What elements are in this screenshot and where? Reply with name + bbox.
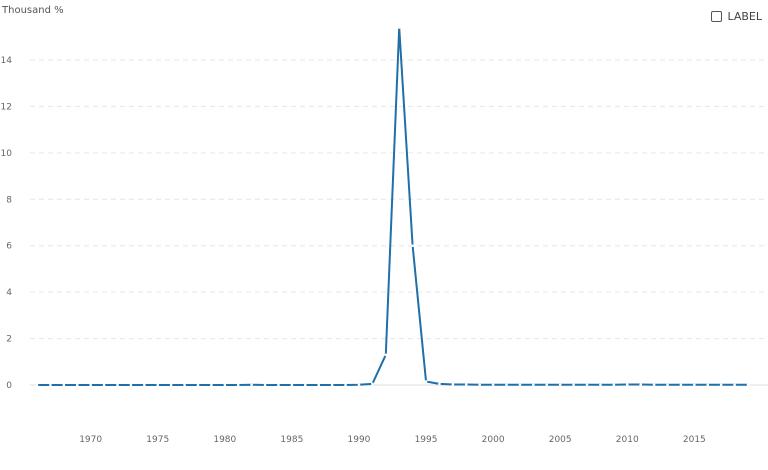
data-point[interactable] [518, 383, 522, 387]
x-tick-label: 1970 [79, 435, 102, 445]
data-point[interactable] [156, 383, 160, 387]
data-point[interactable] [210, 383, 213, 387]
data-point[interactable] [344, 383, 347, 387]
data-point[interactable] [532, 383, 535, 387]
data-point[interactable] [639, 383, 642, 386]
x-tick-labels: 1970 1975 1980 1985 1990 1995 2000 2005 2010 2015 [79, 435, 706, 445]
data-point[interactable] [612, 383, 616, 387]
data-point[interactable] [693, 383, 696, 387]
data-point[interactable] [411, 244, 414, 248]
label-checkbox[interactable] [711, 11, 723, 22]
data-point[interactable] [652, 383, 656, 387]
data-point[interactable] [545, 383, 549, 387]
y-tick-label: 12 [1, 102, 12, 112]
data-point[interactable] [129, 383, 133, 387]
data-point[interactable] [250, 383, 253, 387]
x-tick-label: 1975 [146, 435, 169, 445]
data-point[interactable] [599, 383, 602, 387]
data-point[interactable] [236, 383, 240, 387]
data-point[interactable] [625, 383, 629, 386]
data-point[interactable] [384, 353, 388, 357]
y-tick-labels: 0 2 4 6 8 10 12 14 [1, 56, 13, 391]
data-point[interactable] [719, 383, 723, 387]
data-point[interactable] [505, 383, 508, 387]
data-point[interactable] [263, 383, 267, 387]
data-point[interactable] [290, 383, 294, 387]
x-tick-label: 2000 [482, 435, 505, 445]
y-tick-label: 4 [6, 288, 12, 298]
data-point[interactable] [49, 383, 52, 387]
data-point[interactable] [330, 383, 334, 387]
data-point[interactable] [304, 383, 307, 387]
series-line [37, 26, 748, 386]
label-toggle[interactable]: LABEL [711, 10, 762, 23]
x-tick-label: 1980 [213, 435, 236, 445]
y-tick-label: 10 [1, 149, 13, 159]
data-point[interactable] [357, 383, 361, 387]
data-point[interactable] [666, 383, 669, 387]
data-point[interactable] [35, 383, 39, 387]
data-point[interactable] [451, 383, 455, 386]
y-tick-label: 14 [1, 56, 13, 66]
data-point[interactable] [277, 383, 280, 387]
data-point[interactable] [733, 383, 736, 387]
data-point[interactable] [572, 383, 575, 387]
data-point[interactable] [424, 380, 428, 383]
y-axis-unit-label: Thousand % [1, 5, 64, 16]
x-tick-label: 2015 [683, 435, 706, 445]
data-point[interactable] [89, 383, 92, 387]
y-tick-label: 6 [6, 242, 12, 252]
data-point[interactable] [116, 383, 119, 387]
data-point[interactable] [169, 383, 173, 387]
data-point[interactable] [679, 383, 683, 387]
x-tick-label: 1985 [280, 435, 303, 445]
data-point[interactable] [491, 383, 495, 387]
data-point[interactable] [558, 383, 562, 387]
data-point[interactable] [397, 26, 401, 29]
x-tick-label: 1995 [415, 435, 438, 445]
x-tick-label: 1990 [348, 435, 371, 445]
data-point[interactable] [438, 382, 441, 386]
label-toggle-text: LABEL [727, 10, 762, 23]
data-point[interactable] [223, 383, 227, 387]
y-tick-label: 8 [6, 195, 12, 205]
data-point[interactable] [317, 383, 321, 387]
data-point[interactable] [183, 383, 186, 387]
data-point[interactable] [371, 382, 374, 386]
data-point[interactable] [75, 383, 79, 387]
data-point[interactable] [196, 383, 200, 387]
y-tick-label: 2 [6, 335, 12, 345]
data-point[interactable] [478, 383, 481, 387]
y-tick-label: 0 [6, 381, 12, 391]
data-point[interactable] [143, 383, 146, 387]
data-point[interactable] [102, 383, 106, 387]
data-point[interactable] [706, 383, 710, 387]
data-point[interactable] [746, 383, 750, 387]
x-tick-label: 2010 [616, 435, 639, 445]
series-layer [35, 26, 750, 387]
grid-layer [30, 59, 768, 386]
data-point[interactable] [585, 383, 589, 387]
data-point[interactable] [62, 383, 66, 387]
data-point[interactable] [464, 383, 468, 386]
x-tick-label: 2005 [549, 435, 572, 445]
